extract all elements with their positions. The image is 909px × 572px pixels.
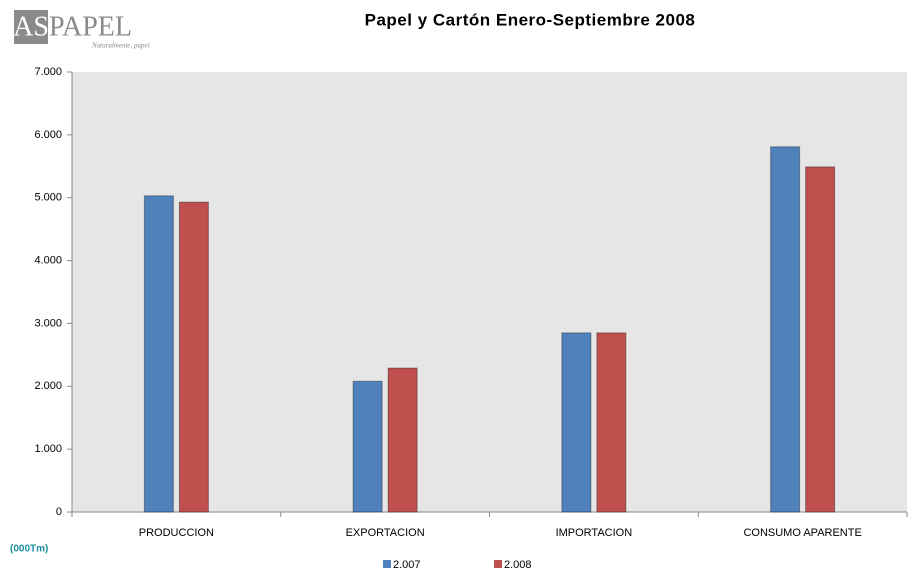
bar	[178, 201, 209, 513]
bar	[387, 367, 418, 513]
y-tick-label: 7.000	[34, 66, 62, 78]
x-tick-label: EXPORTACION	[346, 527, 425, 539]
x-tick-label: CONSUMO APARENTE	[743, 527, 861, 539]
legend-swatch	[494, 560, 502, 568]
unit-label: (000Tm)	[10, 544, 48, 555]
legend-swatch	[383, 560, 391, 568]
logo-right: PAPEL	[49, 11, 132, 42]
legend-label: 2.007	[393, 559, 421, 571]
x-tick-label: IMPORTACION	[556, 527, 633, 539]
bar	[770, 146, 801, 513]
logo-tagline: Naturalmente, papel	[91, 42, 150, 50]
logo-left: AS	[13, 11, 49, 42]
y-tick-label: 5.000	[34, 192, 62, 204]
bar	[143, 195, 174, 513]
y-tick-label: 1.000	[34, 443, 62, 455]
legend-label: 2.008	[504, 559, 532, 571]
plot-area	[72, 72, 907, 512]
bar	[596, 332, 627, 513]
y-tick-label: 0	[56, 506, 62, 518]
y-tick-label: 2.000	[34, 380, 62, 392]
bar	[561, 332, 592, 513]
y-tick-label: 6.000	[34, 129, 62, 141]
bar	[352, 380, 383, 513]
chart-title: Papel y Cartón Enero-Septiembre 2008	[365, 10, 696, 29]
x-tick-label: PRODUCCION	[139, 527, 214, 539]
logo-box	[14, 10, 48, 44]
y-tick-label: 3.000	[34, 317, 62, 329]
bar	[805, 166, 836, 513]
y-tick-label: 4.000	[34, 254, 62, 266]
